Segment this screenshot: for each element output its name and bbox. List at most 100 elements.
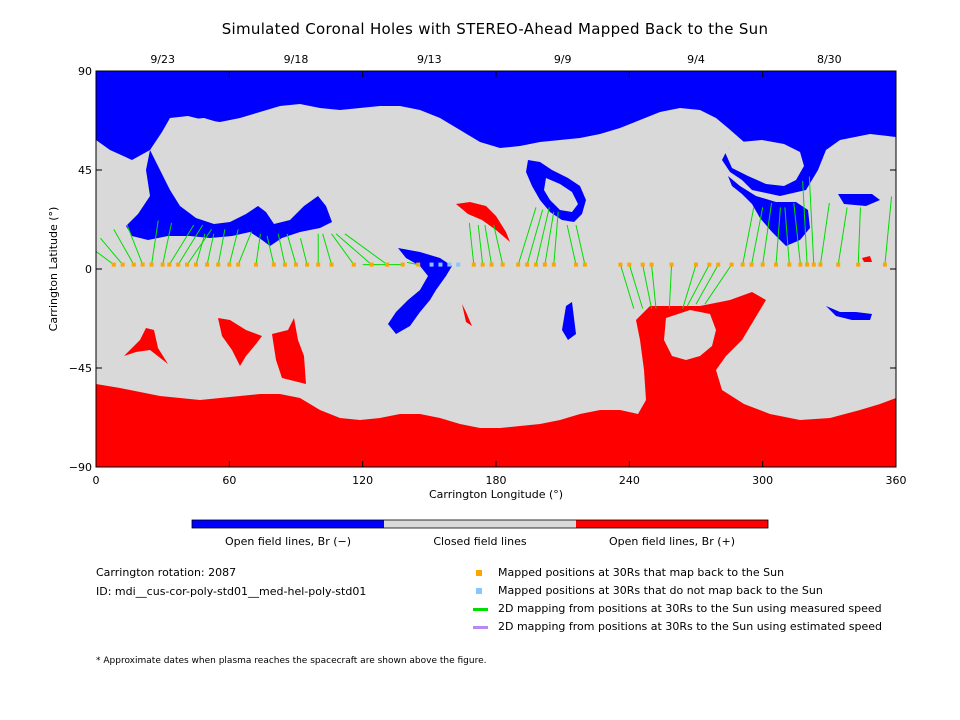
positive-patch-a — [124, 328, 168, 364]
mapped-point-46 — [740, 262, 745, 267]
x-tick-label-1: 60 — [222, 474, 236, 487]
y-axis-label: Carrington Latitude (°) — [47, 207, 60, 332]
x-tick-label-4: 240 — [619, 474, 640, 487]
mapping-line-18 — [299, 238, 308, 265]
mapped-point-37 — [618, 262, 623, 267]
mapping-line-54 — [819, 202, 830, 265]
unmapped-point-1 — [438, 262, 443, 267]
mapped-point-14 — [254, 262, 258, 267]
mapping-line-32 — [535, 207, 550, 265]
mapped-point-27 — [480, 262, 485, 267]
mapping-line-44 — [695, 264, 719, 305]
mapping-line-34 — [553, 211, 559, 265]
chart-title: Simulated Coronal Holes with STEREO-Ahea… — [221, 20, 769, 38]
mapping-line-46 — [742, 207, 755, 265]
mapped-point-18 — [305, 262, 310, 267]
mapping-line-23 — [344, 233, 388, 266]
mapping-line-21 — [331, 233, 355, 265]
mapped-point-51 — [798, 262, 803, 267]
mapped-point-30 — [516, 262, 521, 267]
top-date-label-0: 9/23 — [150, 53, 175, 66]
legend-measured-label: 2D mapping from positions at 30Rs to the… — [498, 602, 882, 615]
mapped-point-21 — [351, 262, 356, 267]
mapping-line-35 — [566, 224, 577, 265]
mapping-line-16 — [277, 233, 286, 265]
legend-mapped-label: Mapped positions at 30Rs that map back t… — [498, 566, 785, 579]
mapped-point-33 — [542, 262, 547, 267]
x-tick-label-6: 360 — [886, 474, 907, 487]
mapped-point-17 — [294, 262, 298, 267]
mapping-line-13 — [237, 231, 253, 265]
mapping-line-41 — [668, 264, 673, 309]
axes: 0 60 120 180 240 300 360 90 45 0 −45 −90 9/23 9/18 9/1… — [47, 53, 907, 501]
mapping-line-4 — [151, 220, 159, 265]
mapped-point-55 — [836, 262, 841, 267]
mapped-point-6 — [167, 262, 172, 267]
mapping-line-37 — [619, 264, 635, 309]
mapped-point-2 — [131, 262, 136, 267]
closed-island-c — [544, 178, 578, 212]
colorbar-label-0: Open field lines, Br (−) — [225, 535, 351, 548]
mapping-line-42 — [682, 264, 697, 309]
top-date-label-4: 9/4 — [687, 53, 705, 66]
mapping-lines — [96, 176, 893, 309]
mapped-point-1 — [120, 262, 125, 267]
closed-island-b — [724, 140, 804, 186]
measured-line-swatch — [473, 608, 488, 611]
positive-patch-b — [218, 318, 262, 366]
legend-unmapped-label: Mapped positions at 30Rs that do not map… — [498, 584, 823, 597]
mapping-line-20 — [322, 233, 333, 265]
mapping-line-10 — [206, 233, 215, 265]
colorbar-label-1: Closed field lines — [433, 535, 527, 548]
equatorial-negative-hole — [388, 248, 452, 334]
mapped-point-34 — [551, 262, 556, 267]
mapped-point-48 — [760, 262, 765, 267]
mapped-points — [111, 262, 887, 267]
unmapped-point-3 — [456, 262, 461, 267]
north-coronal-hole — [96, 71, 896, 196]
footnote: * Approximate dates when plasma reaches … — [96, 656, 487, 666]
mapping-line-26 — [468, 222, 475, 265]
x-tick-label-5: 300 — [752, 474, 773, 487]
mapped-point-47 — [749, 262, 754, 267]
mapping-line-29 — [493, 224, 504, 265]
mapped-point-22 — [369, 262, 374, 267]
closed-island-a — [170, 118, 322, 214]
mapping-line-52 — [802, 180, 808, 265]
legend-estimated-label: 2D mapping from positions at 30Rs to the… — [498, 620, 883, 633]
y-tick-label-4: −90 — [69, 461, 92, 474]
north-hole-lobe-a — [126, 150, 332, 246]
mapped-point-16 — [282, 262, 287, 267]
mapping-line-22 — [335, 233, 372, 265]
mapped-point-10 — [205, 262, 210, 267]
y-tick-label-1: 45 — [78, 164, 92, 177]
mapped-point-38 — [627, 262, 632, 267]
mapping-line-39 — [642, 264, 653, 309]
mapped-point-23 — [385, 262, 390, 267]
mapping-line-8 — [186, 229, 212, 265]
mapped-point-12 — [227, 262, 232, 267]
mapping-line-31 — [526, 209, 544, 265]
mapped-point-13 — [236, 262, 241, 267]
mapped-point-3 — [140, 262, 145, 267]
mapping-line-53 — [808, 176, 815, 265]
mapping-line-30 — [517, 207, 537, 265]
positive-patch-d — [456, 202, 510, 242]
mapped-point-0 — [111, 262, 116, 267]
colorbar-segment-1 — [384, 520, 576, 528]
mapping-line-28 — [484, 224, 493, 265]
colorbar-segment-2 — [576, 520, 768, 528]
y-tick-label-2: 0 — [85, 263, 92, 276]
coronal-map — [96, 71, 896, 467]
mapped-point-43 — [707, 262, 712, 267]
mapped-point-39 — [640, 262, 645, 267]
colorbar-frame — [191, 519, 769, 529]
mapped-point-54 — [818, 262, 823, 267]
mapping-line-27 — [477, 224, 484, 265]
estimated-line-swatch — [473, 626, 488, 629]
x-tick-label-3: 180 — [486, 474, 507, 487]
mapped-swatch — [476, 570, 482, 576]
mapped-point-9 — [194, 262, 198, 267]
mapping-line-38 — [628, 264, 644, 309]
